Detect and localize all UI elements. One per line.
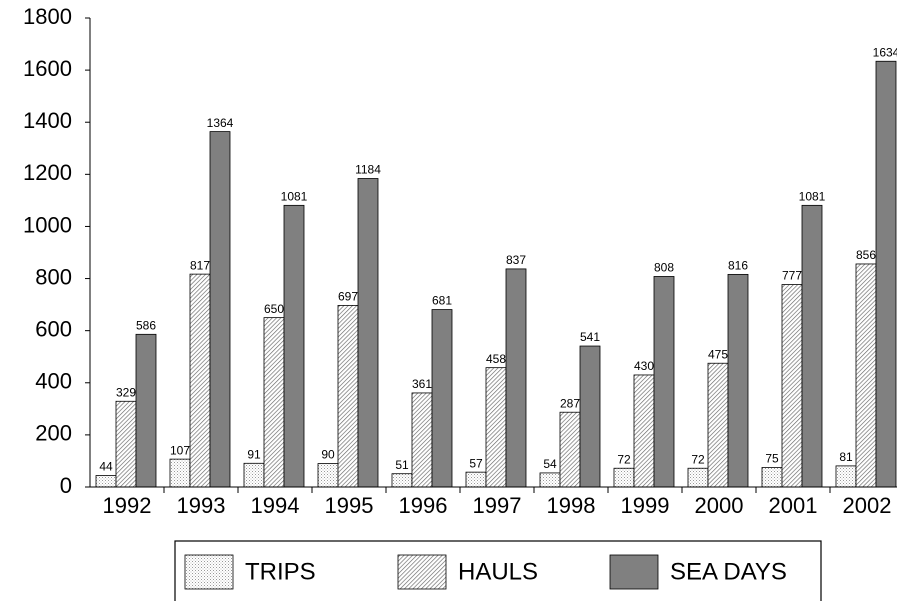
value-label: 808 (654, 261, 674, 275)
bar (653, 276, 675, 488)
value-label: 458 (486, 352, 506, 366)
value-label: 107 (170, 443, 190, 457)
value-label: 1081 (799, 190, 826, 204)
x-tick-label: 1994 (251, 493, 300, 518)
y-tick-label: 1600 (23, 56, 72, 81)
bar (283, 204, 305, 488)
value-label: 1634 (873, 45, 897, 59)
bar (835, 465, 857, 488)
bar (687, 467, 709, 488)
y-tick-label: 600 (35, 316, 72, 341)
bar (761, 467, 783, 488)
legend-swatch (397, 554, 447, 590)
bar (135, 333, 157, 488)
value-label: 1184 (355, 163, 381, 177)
bar (855, 263, 877, 488)
bar (243, 462, 265, 488)
value-label: 72 (617, 452, 631, 466)
x-tick-label: 1996 (399, 493, 448, 518)
legend-label: TRIPS (245, 558, 316, 585)
bar (539, 472, 561, 488)
value-label: 697 (338, 290, 358, 304)
bar (189, 273, 211, 488)
bar (727, 273, 749, 488)
value-label: 75 (765, 452, 779, 466)
value-label: 837 (506, 253, 526, 267)
legend-label: SEA DAYS (670, 558, 787, 585)
x-tick-label: 2002 (843, 493, 892, 518)
bar (875, 60, 897, 488)
value-label: 586 (136, 318, 156, 332)
value-label: 541 (580, 330, 600, 344)
bar (263, 317, 285, 488)
value-label: 816 (728, 259, 748, 273)
y-tick-label: 200 (35, 421, 72, 446)
bar (505, 268, 527, 488)
value-label: 54 (543, 457, 557, 471)
bar (95, 475, 117, 488)
y-tick-label: 1000 (23, 212, 72, 237)
bar (613, 467, 635, 488)
value-label: 430 (634, 359, 654, 373)
bar (411, 392, 433, 488)
value-label: 91 (247, 447, 261, 461)
x-tick-label: 1995 (325, 493, 374, 518)
bar (633, 374, 655, 488)
value-label: 90 (321, 448, 335, 462)
value-label: 856 (856, 248, 876, 262)
legend-swatch (184, 554, 234, 590)
x-tick-label: 1998 (547, 493, 596, 518)
x-tick-label: 2000 (695, 493, 744, 518)
legend-swatch (609, 554, 659, 590)
bar (485, 367, 507, 488)
value-label: 329 (116, 385, 136, 399)
value-label: 817 (190, 258, 210, 272)
value-label: 57 (469, 456, 483, 470)
bar (559, 411, 581, 488)
x-tick-label: 1997 (473, 493, 522, 518)
bar (707, 362, 729, 488)
value-label: 1364 (207, 116, 234, 130)
x-tick-label: 1999 (621, 493, 670, 518)
y-tick-label: 400 (35, 369, 72, 394)
bar (209, 131, 231, 488)
y-tick-label: 0 (60, 473, 72, 498)
value-label: 1081 (281, 190, 308, 204)
bar (357, 178, 379, 488)
value-label: 475 (708, 347, 728, 361)
legend-box (174, 540, 822, 601)
y-tick-label: 1200 (23, 160, 72, 185)
bar (115, 400, 137, 488)
x-tick-label: 1992 (103, 493, 152, 518)
value-label: 81 (839, 450, 853, 464)
x-tick-label: 1993 (177, 493, 226, 518)
bar (169, 458, 191, 488)
y-tick-label: 1800 (23, 4, 72, 29)
bar (801, 204, 823, 488)
x-tick-label: 2001 (769, 493, 818, 518)
value-label: 51 (395, 458, 409, 472)
y-tick-label: 1400 (23, 108, 72, 133)
bar (781, 284, 803, 488)
bar (465, 471, 487, 488)
value-label: 361 (412, 377, 432, 391)
value-label: 681 (432, 294, 452, 308)
bar (337, 304, 359, 488)
value-label: 72 (691, 452, 705, 466)
value-label: 650 (264, 302, 284, 316)
bar (579, 345, 601, 488)
value-label: 44 (99, 460, 113, 474)
y-tick-label: 800 (35, 264, 72, 289)
legend-label: HAULS (458, 558, 538, 585)
bar (431, 309, 453, 488)
bar (317, 463, 339, 488)
value-label: 287 (560, 396, 580, 410)
bar (391, 473, 413, 488)
value-label: 777 (782, 269, 802, 283)
